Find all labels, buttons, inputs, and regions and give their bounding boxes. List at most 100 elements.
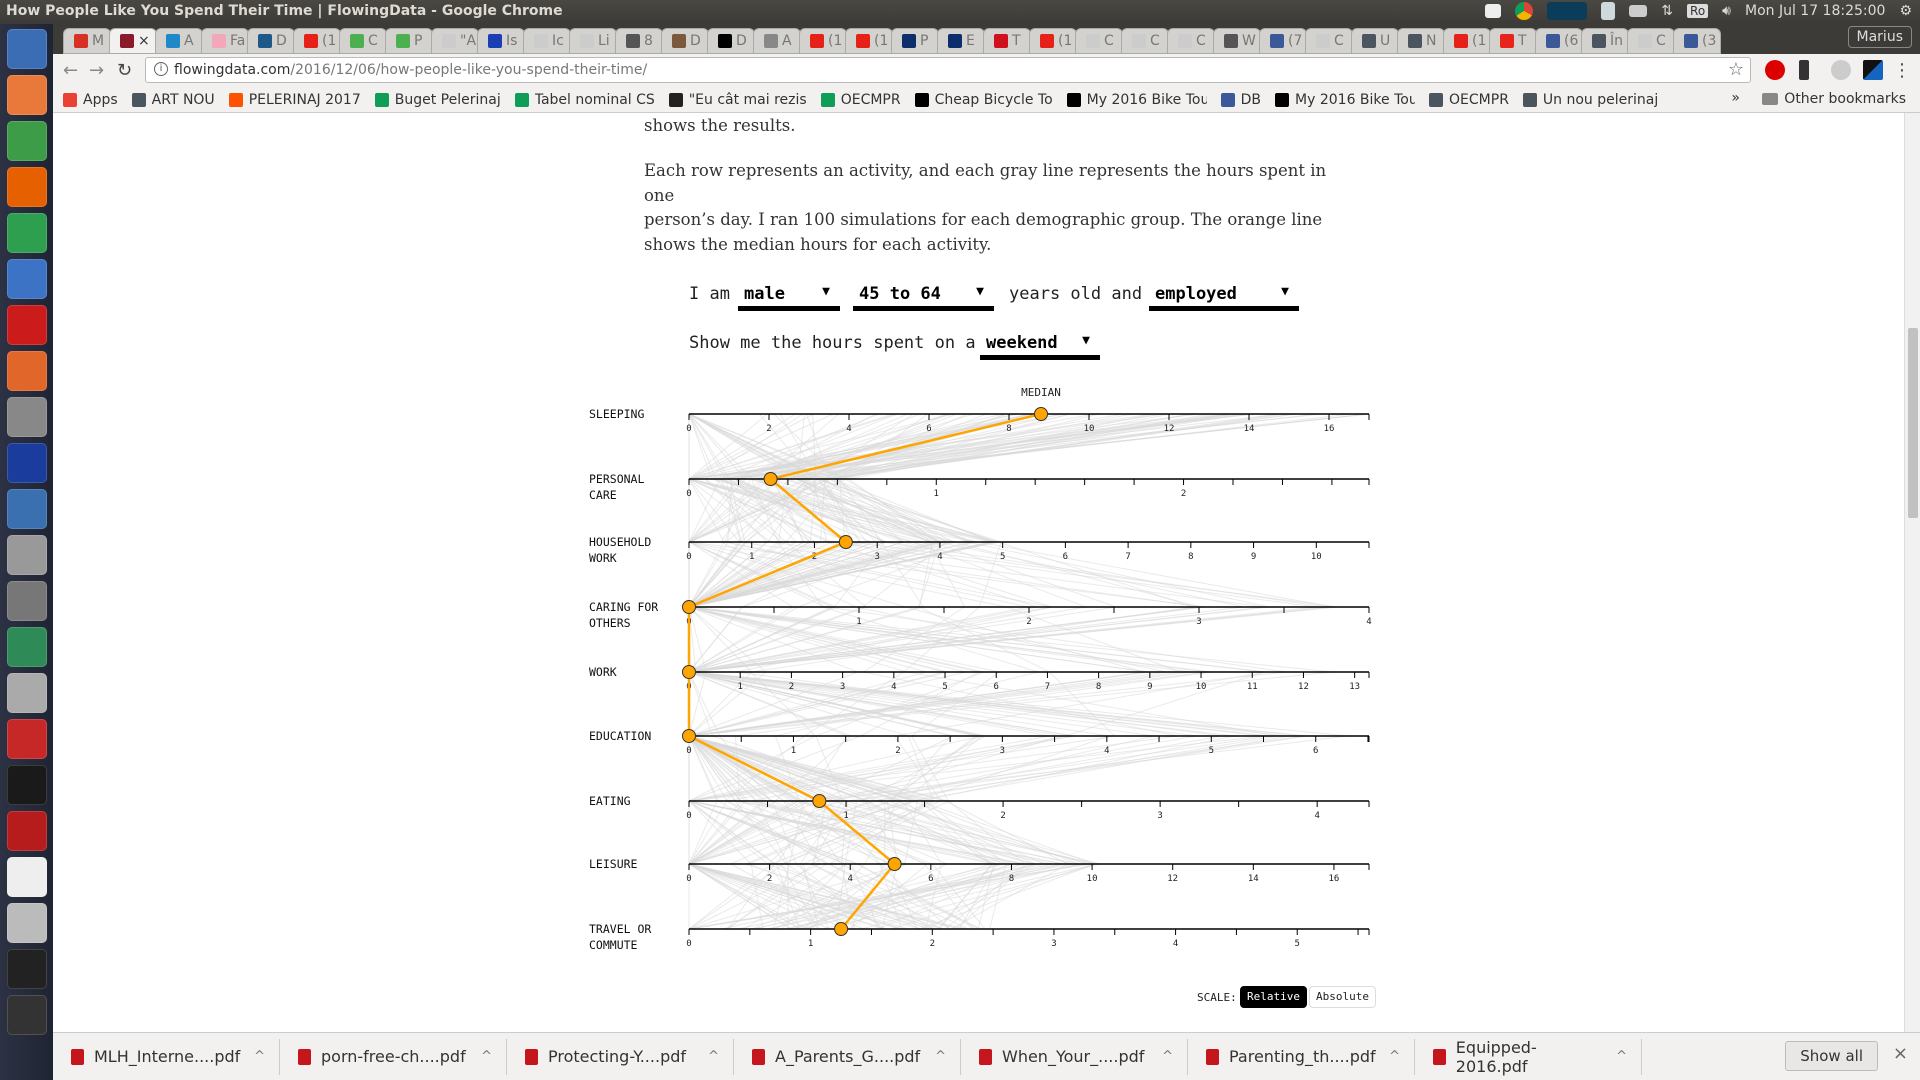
browser-tab[interactable]: Li <box>569 28 617 54</box>
download-item[interactable]: When_Your_....pdf ^ <box>961 1038 1188 1075</box>
other-bookmarks[interactable]: Other bookmarks <box>1762 91 1906 107</box>
browser-tab[interactable]: D <box>707 28 755 54</box>
browser-tab[interactable]: 8 <box>615 28 663 54</box>
power-icon[interactable]: ⚙ <box>1899 3 1912 19</box>
launcher-app-icon[interactable] <box>6 581 47 621</box>
launcher-app-icon[interactable] <box>6 949 47 989</box>
browser-tab[interactable]: C <box>1167 28 1215 54</box>
clock[interactable]: Mon Jul 17 18:25:00 <box>1744 3 1886 19</box>
launcher-app-icon[interactable] <box>6 903 47 943</box>
browser-tab[interactable]: (3 <box>1673 28 1721 54</box>
page-scrollbar[interactable] <box>1904 113 1920 1032</box>
launcher-app-icon[interactable] <box>6 259 47 299</box>
keyboard-layout-indicator[interactable]: Ro <box>1687 4 1709 18</box>
download-options-caret-icon[interactable]: ^ <box>1616 1049 1627 1064</box>
median-point[interactable] <box>682 600 696 614</box>
day-type-dropdown[interactable]: weekend ▼ <box>980 333 1100 360</box>
launcher-app-icon[interactable] <box>6 489 47 529</box>
browser-tab[interactable]: Ic <box>523 28 571 54</box>
launcher-app-icon[interactable] <box>6 719 47 759</box>
download-options-caret-icon[interactable]: ^ <box>708 1049 719 1064</box>
profile-button[interactable]: Marius <box>1847 26 1912 48</box>
browser-tab[interactable]: C <box>1305 28 1353 54</box>
download-item[interactable]: MLH_Interne....pdf ^ <box>53 1038 280 1075</box>
download-item[interactable]: porn-free-ch....pdf ^ <box>280 1038 507 1075</box>
launcher-app-icon[interactable] <box>6 121 47 161</box>
bookmark-item[interactable]: My 2016 Bike Tou <box>1275 92 1415 108</box>
cast-to-device-icon[interactable] <box>1799 60 1809 80</box>
launcher-app-icon[interactable] <box>6 397 47 437</box>
browser-tab[interactable]: C <box>339 28 387 54</box>
browser-tab[interactable]: A <box>753 28 801 54</box>
median-point[interactable] <box>682 665 696 679</box>
download-item[interactable]: Protecting-Y....pdf ^ <box>507 1038 734 1075</box>
bookmark-item[interactable]: "Eu cât mai rezis <box>668 92 807 108</box>
launcher-app-icon[interactable] <box>6 627 47 667</box>
network-icon[interactable]: ⇅ <box>1661 3 1674 19</box>
browser-tab[interactable]: P <box>891 28 939 54</box>
close-downloads-bar-button[interactable]: × <box>1892 1043 1908 1064</box>
reload-button[interactable]: ↻ <box>117 60 133 81</box>
launcher-app-icon[interactable] <box>6 673 47 713</box>
bookmark-item[interactable]: OECMPR <box>1429 92 1509 108</box>
launcher-app-icon[interactable] <box>6 351 47 391</box>
browser-tab[interactable]: C <box>1121 28 1169 54</box>
browser-tab[interactable]: N <box>1397 28 1445 54</box>
launcher-app-icon[interactable] <box>6 995 47 1035</box>
volume-icon[interactable]: 🔊︎ <box>1722 3 1731 19</box>
download-options-caret-icon[interactable]: ^ <box>1162 1049 1173 1064</box>
forward-button[interactable]: → <box>89 60 105 81</box>
bookmarks-overflow-button[interactable]: » <box>1731 90 1740 106</box>
scale-absolute-button[interactable]: Absolute <box>1309 986 1376 1008</box>
info-icon[interactable]: i <box>154 62 168 76</box>
browser-tab[interactable]: E <box>937 28 985 54</box>
bookmark-item[interactable]: My 2016 Bike Tou <box>1066 92 1207 108</box>
median-point[interactable] <box>838 535 853 549</box>
scale-relative-button[interactable]: Relative <box>1240 986 1307 1008</box>
download-options-caret-icon[interactable]: ^ <box>254 1049 265 1064</box>
age-dropdown[interactable]: 45 to 64 ▼ <box>853 284 994 311</box>
launcher-app-icon[interactable] <box>6 167 47 207</box>
download-options-caret-icon[interactable]: ^ <box>935 1049 946 1064</box>
browser-tab[interactable]: Fa <box>201 28 249 54</box>
show-all-downloads-button[interactable]: Show all <box>1785 1041 1878 1071</box>
browser-tab[interactable]: U <box>1351 28 1399 54</box>
dropbox-icon[interactable] <box>1485 4 1502 18</box>
browser-tab[interactable]: T <box>1489 28 1537 54</box>
median-point[interactable] <box>1034 407 1048 421</box>
browser-tab[interactable]: C <box>1627 28 1675 54</box>
bookmark-item[interactable]: ART NOU <box>131 92 215 108</box>
extension-icon[interactable] <box>1863 60 1883 80</box>
scrollbar-thumb[interactable] <box>1908 328 1918 518</box>
browser-tab[interactable]: (1 <box>1029 28 1077 54</box>
download-options-caret-icon[interactable]: ^ <box>481 1049 492 1064</box>
browser-tab[interactable]: (1 <box>293 28 341 54</box>
download-options-caret-icon[interactable]: ^ <box>1389 1049 1400 1064</box>
browser-tab[interactable]: P <box>385 28 433 54</box>
launcher-app-icon[interactable] <box>6 75 47 115</box>
chrome-icon[interactable] <box>1515 2 1534 20</box>
bookmark-item[interactable]: Apps <box>63 92 118 108</box>
median-point[interactable] <box>812 794 827 808</box>
address-bar[interactable]: i flowingdata.com/2016/12/06/how-people-… <box>145 57 1751 83</box>
launcher-app-icon[interactable] <box>6 765 47 805</box>
browser-tab[interactable]: × <box>109 28 157 54</box>
download-item[interactable]: Equipped-2016.pdf ^ <box>1415 1038 1642 1076</box>
browser-tab[interactable]: (1 <box>845 28 893 54</box>
browser-tab[interactable]: W <box>1213 28 1261 54</box>
launcher-app-icon[interactable] <box>6 305 47 345</box>
median-point[interactable] <box>763 472 778 486</box>
employment-dropdown[interactable]: employed ▼ <box>1149 284 1299 311</box>
launcher-app-icon[interactable] <box>6 857 47 897</box>
bookmark-item[interactable]: PELERINAJ 2017 <box>228 92 361 108</box>
back-button[interactable]: ← <box>63 60 79 81</box>
launcher-app-icon[interactable] <box>6 213 47 253</box>
browser-tab[interactable]: (6 <box>1535 28 1583 54</box>
sex-dropdown[interactable]: male ▼ <box>738 284 840 311</box>
browser-tab[interactable]: În <box>1581 28 1629 54</box>
bookmark-item[interactable]: DB <box>1220 92 1261 108</box>
extension-icon[interactable] <box>1831 60 1851 80</box>
browser-tab[interactable]: "A <box>431 28 479 54</box>
launcher-app-icon[interactable] <box>6 811 47 851</box>
bookmark-item[interactable]: OECMPR <box>820 92 901 108</box>
